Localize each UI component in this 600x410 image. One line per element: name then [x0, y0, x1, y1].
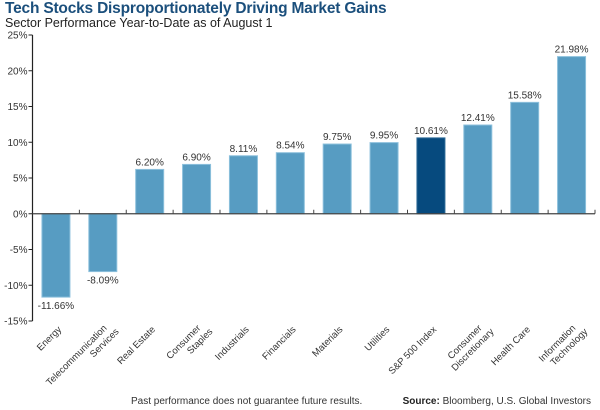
x-tick-label: Health Care: [489, 324, 533, 368]
source-text: Bloomberg, U.S. Global Investors: [439, 396, 591, 407]
x-tick-label: Industrials: [213, 324, 252, 363]
value-label: 12.41%: [461, 113, 495, 124]
x-tick-label-line: Industrials: [213, 324, 252, 363]
x-tick-label: Real Estate: [115, 324, 158, 367]
y-tick-label: 5%: [13, 174, 28, 185]
value-label: 21.98%: [555, 45, 589, 56]
value-label: -11.66%: [38, 301, 75, 312]
bar: [41, 213, 71, 298]
x-tick-label-line: Materials: [310, 324, 345, 359]
value-label: 8.54%: [276, 141, 304, 152]
value-label: 6.20%: [136, 157, 164, 168]
bar: [182, 163, 212, 215]
disclaimer-note: Past performance does not guarantee futu…: [131, 396, 363, 407]
source-note: Source: Bloomberg, U.S. Global Investors: [403, 396, 591, 407]
bar: [557, 56, 587, 215]
x-tick-label-line: Utilities: [363, 324, 393, 354]
bar: [228, 155, 258, 215]
x-tick-label: Utilities: [363, 324, 393, 354]
bar: [88, 213, 118, 273]
y-tick-label: -5%: [10, 245, 28, 256]
x-tick-label-line: Real Estate: [115, 324, 158, 367]
value-label: 10.61%: [414, 126, 448, 137]
bar: [135, 168, 165, 215]
source-label: Source:: [402, 396, 440, 407]
x-tick-label: S&P 500 Index: [387, 324, 440, 377]
value-labels-group: -11.66% -8.09% 6.20% 6.90% 8.11% 8.54% 9.75% 9.…: [38, 45, 589, 313]
x-tick-label-line: S&P 500 Index: [387, 324, 440, 377]
value-label: 6.90%: [182, 152, 210, 163]
x-tick-label-line: Health Care: [489, 324, 533, 368]
x-tick-label: Financials: [260, 324, 298, 362]
y-tick-label: -15%: [4, 317, 27, 328]
y-tick-label: 25%: [7, 31, 27, 42]
x-tick-label: Energy: [35, 324, 64, 353]
y-tick-label: 10%: [7, 138, 27, 149]
x-tick-label: Materials: [310, 324, 345, 359]
bar: [322, 143, 352, 215]
x-axis: [32, 209, 596, 215]
y-tick-label: 20%: [7, 66, 27, 77]
x-tick-label-line: Energy: [35, 324, 64, 353]
y-tick-label: 0%: [13, 209, 28, 220]
bar: [369, 142, 399, 215]
chart-title: Tech Stocks Disproportionately Driving M…: [5, 0, 387, 17]
bar: [463, 124, 493, 215]
bar: [416, 137, 446, 215]
value-label: -8.09%: [87, 276, 119, 287]
value-label: 9.95%: [370, 131, 398, 142]
bar: [510, 101, 540, 215]
y-tick-label: 15%: [7, 102, 27, 113]
bars-group: [41, 56, 587, 298]
value-label: 15.58%: [508, 90, 542, 101]
value-label: 9.75%: [323, 132, 351, 143]
y-axis: 25% 20% 15% 10% 5% 0% -5% -10% -15%: [4, 31, 34, 328]
bar: [275, 152, 305, 215]
value-label: 8.11%: [230, 144, 258, 155]
x-tick-label-line: Financials: [260, 324, 298, 362]
y-tick-label: -10%: [4, 281, 27, 292]
chart-subtitle: Sector Performance Year-to-Date as of Au…: [5, 16, 273, 30]
